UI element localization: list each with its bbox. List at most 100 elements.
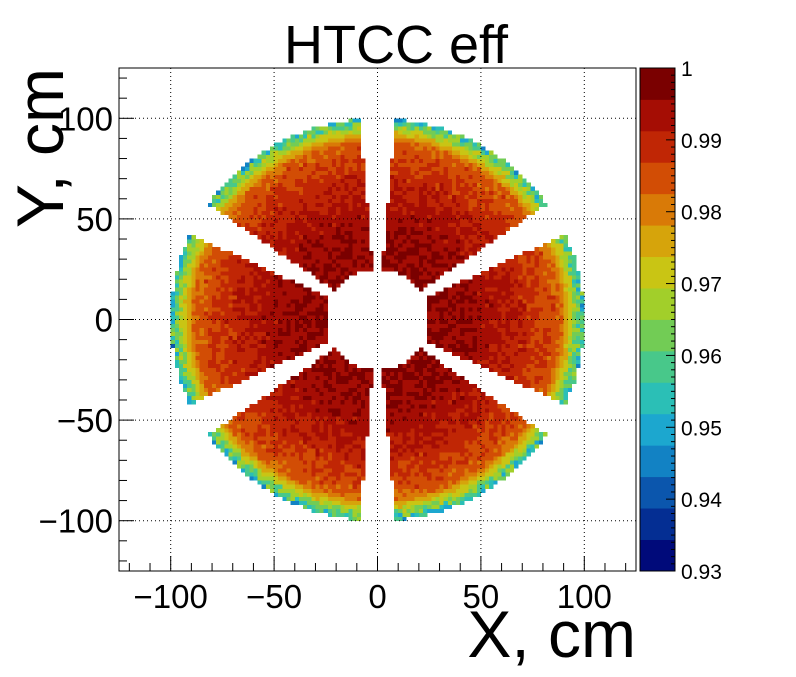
heatmap-cell xyxy=(336,162,341,167)
heatmap-cell xyxy=(245,468,250,473)
heatmap-cell xyxy=(468,460,473,465)
heatmap-cell xyxy=(220,198,225,204)
heatmap-cell xyxy=(431,311,436,316)
heatmap-cell xyxy=(228,323,233,328)
heatmap-cell xyxy=(290,432,296,437)
heatmap-cell xyxy=(228,367,233,373)
heatmap-cell xyxy=(224,251,229,256)
heatmap-cell xyxy=(472,492,478,497)
heatmap-cell xyxy=(315,500,320,505)
heatmap-cell xyxy=(464,339,469,344)
heatmap-cell xyxy=(365,412,370,417)
heatmap-cell xyxy=(418,138,424,143)
heatmap-cell xyxy=(307,243,312,248)
heatmap-cell xyxy=(443,444,449,449)
heatmap-cell xyxy=(398,395,403,401)
heatmap-cell xyxy=(274,150,279,155)
heatmap-cell xyxy=(303,267,308,272)
heatmap-cell xyxy=(423,122,428,127)
heatmap-cell xyxy=(274,472,279,477)
heatmap-cell xyxy=(245,456,250,461)
heatmap-cell xyxy=(207,335,213,340)
heatmap-cell xyxy=(435,496,440,501)
heatmap-cell xyxy=(220,190,225,195)
heatmap-cell xyxy=(468,138,473,143)
heatmap-cell xyxy=(348,456,353,461)
heatmap-cell xyxy=(439,259,444,264)
heatmap-cell xyxy=(460,412,465,417)
heatmap-cell xyxy=(468,452,473,457)
heatmap-cell xyxy=(278,492,283,497)
heatmap-cell xyxy=(315,162,320,167)
heatmap-cell xyxy=(269,295,275,300)
heatmap-cell xyxy=(319,436,324,441)
heatmap-cell xyxy=(398,516,403,521)
heatmap-cell xyxy=(476,283,482,288)
heatmap-cell xyxy=(344,500,349,505)
heatmap-cell xyxy=(472,359,478,365)
heatmap-cell xyxy=(261,283,267,288)
heatmap-cell xyxy=(212,255,217,260)
heatmap-cell xyxy=(356,436,362,441)
heatmap-cell xyxy=(472,194,478,200)
heatmap-cell xyxy=(278,158,283,163)
heatmap-cell xyxy=(340,279,345,284)
heatmap-cell xyxy=(327,468,333,473)
heatmap-cell xyxy=(352,512,358,517)
heatmap-cell xyxy=(447,428,453,433)
heatmap-cell xyxy=(456,190,461,195)
heatmap-cell xyxy=(278,476,283,481)
heatmap-cell xyxy=(360,218,366,224)
heatmap-cell xyxy=(257,367,262,373)
heatmap-cell xyxy=(332,448,337,453)
heatmap-cell xyxy=(344,424,349,429)
heatmap-cell xyxy=(307,412,312,417)
heatmap-cell xyxy=(439,239,444,244)
heatmap-cell xyxy=(344,371,349,377)
heatmap-cell xyxy=(385,399,391,405)
heatmap-cell xyxy=(472,222,478,228)
heatmap-cell xyxy=(423,283,428,288)
heatmap-cell xyxy=(257,355,262,360)
heatmap-cell xyxy=(451,218,457,224)
heatmap-cell xyxy=(414,174,420,179)
heatmap-cell xyxy=(340,424,345,429)
heatmap-cell xyxy=(294,444,300,449)
heatmap-cell xyxy=(241,166,246,171)
heatmap-cell xyxy=(414,182,420,187)
heatmap-cell xyxy=(398,235,403,240)
heatmap-cell xyxy=(435,404,440,409)
heatmap-cell xyxy=(464,243,469,248)
heatmap-cell xyxy=(464,178,469,183)
heatmap-cell xyxy=(261,275,267,280)
heatmap-cell xyxy=(323,307,329,312)
heatmap-cell xyxy=(307,488,312,493)
heatmap-cell xyxy=(423,230,428,236)
heatmap-cell xyxy=(460,424,465,429)
heatmap-cell xyxy=(360,428,366,433)
heatmap-cell xyxy=(253,174,258,179)
heatmap-cell xyxy=(269,158,275,163)
heatmap-cell xyxy=(191,319,196,324)
heatmap-cell xyxy=(294,142,300,147)
heatmap-cell xyxy=(327,436,333,441)
heatmap-cell xyxy=(423,142,428,147)
heatmap-cell xyxy=(269,190,275,195)
heatmap-cell xyxy=(203,251,209,256)
heatmap-cell xyxy=(389,174,395,179)
heatmap-cell xyxy=(340,468,345,473)
heatmap-cell xyxy=(290,251,296,256)
heatmap-cell xyxy=(406,251,411,256)
heatmap-cell xyxy=(418,492,424,497)
heatmap-cell xyxy=(410,488,415,493)
heatmap-cell xyxy=(216,355,221,360)
heatmap-cell xyxy=(423,440,428,445)
heatmap-cell xyxy=(315,375,320,381)
heatmap-cell xyxy=(319,138,324,143)
heatmap-cell xyxy=(398,267,403,272)
heatmap-cell xyxy=(307,315,312,320)
heatmap-cell xyxy=(431,327,436,332)
heatmap-cell xyxy=(298,162,304,167)
heatmap-cell xyxy=(336,452,341,457)
heatmap-cell xyxy=(274,210,279,216)
